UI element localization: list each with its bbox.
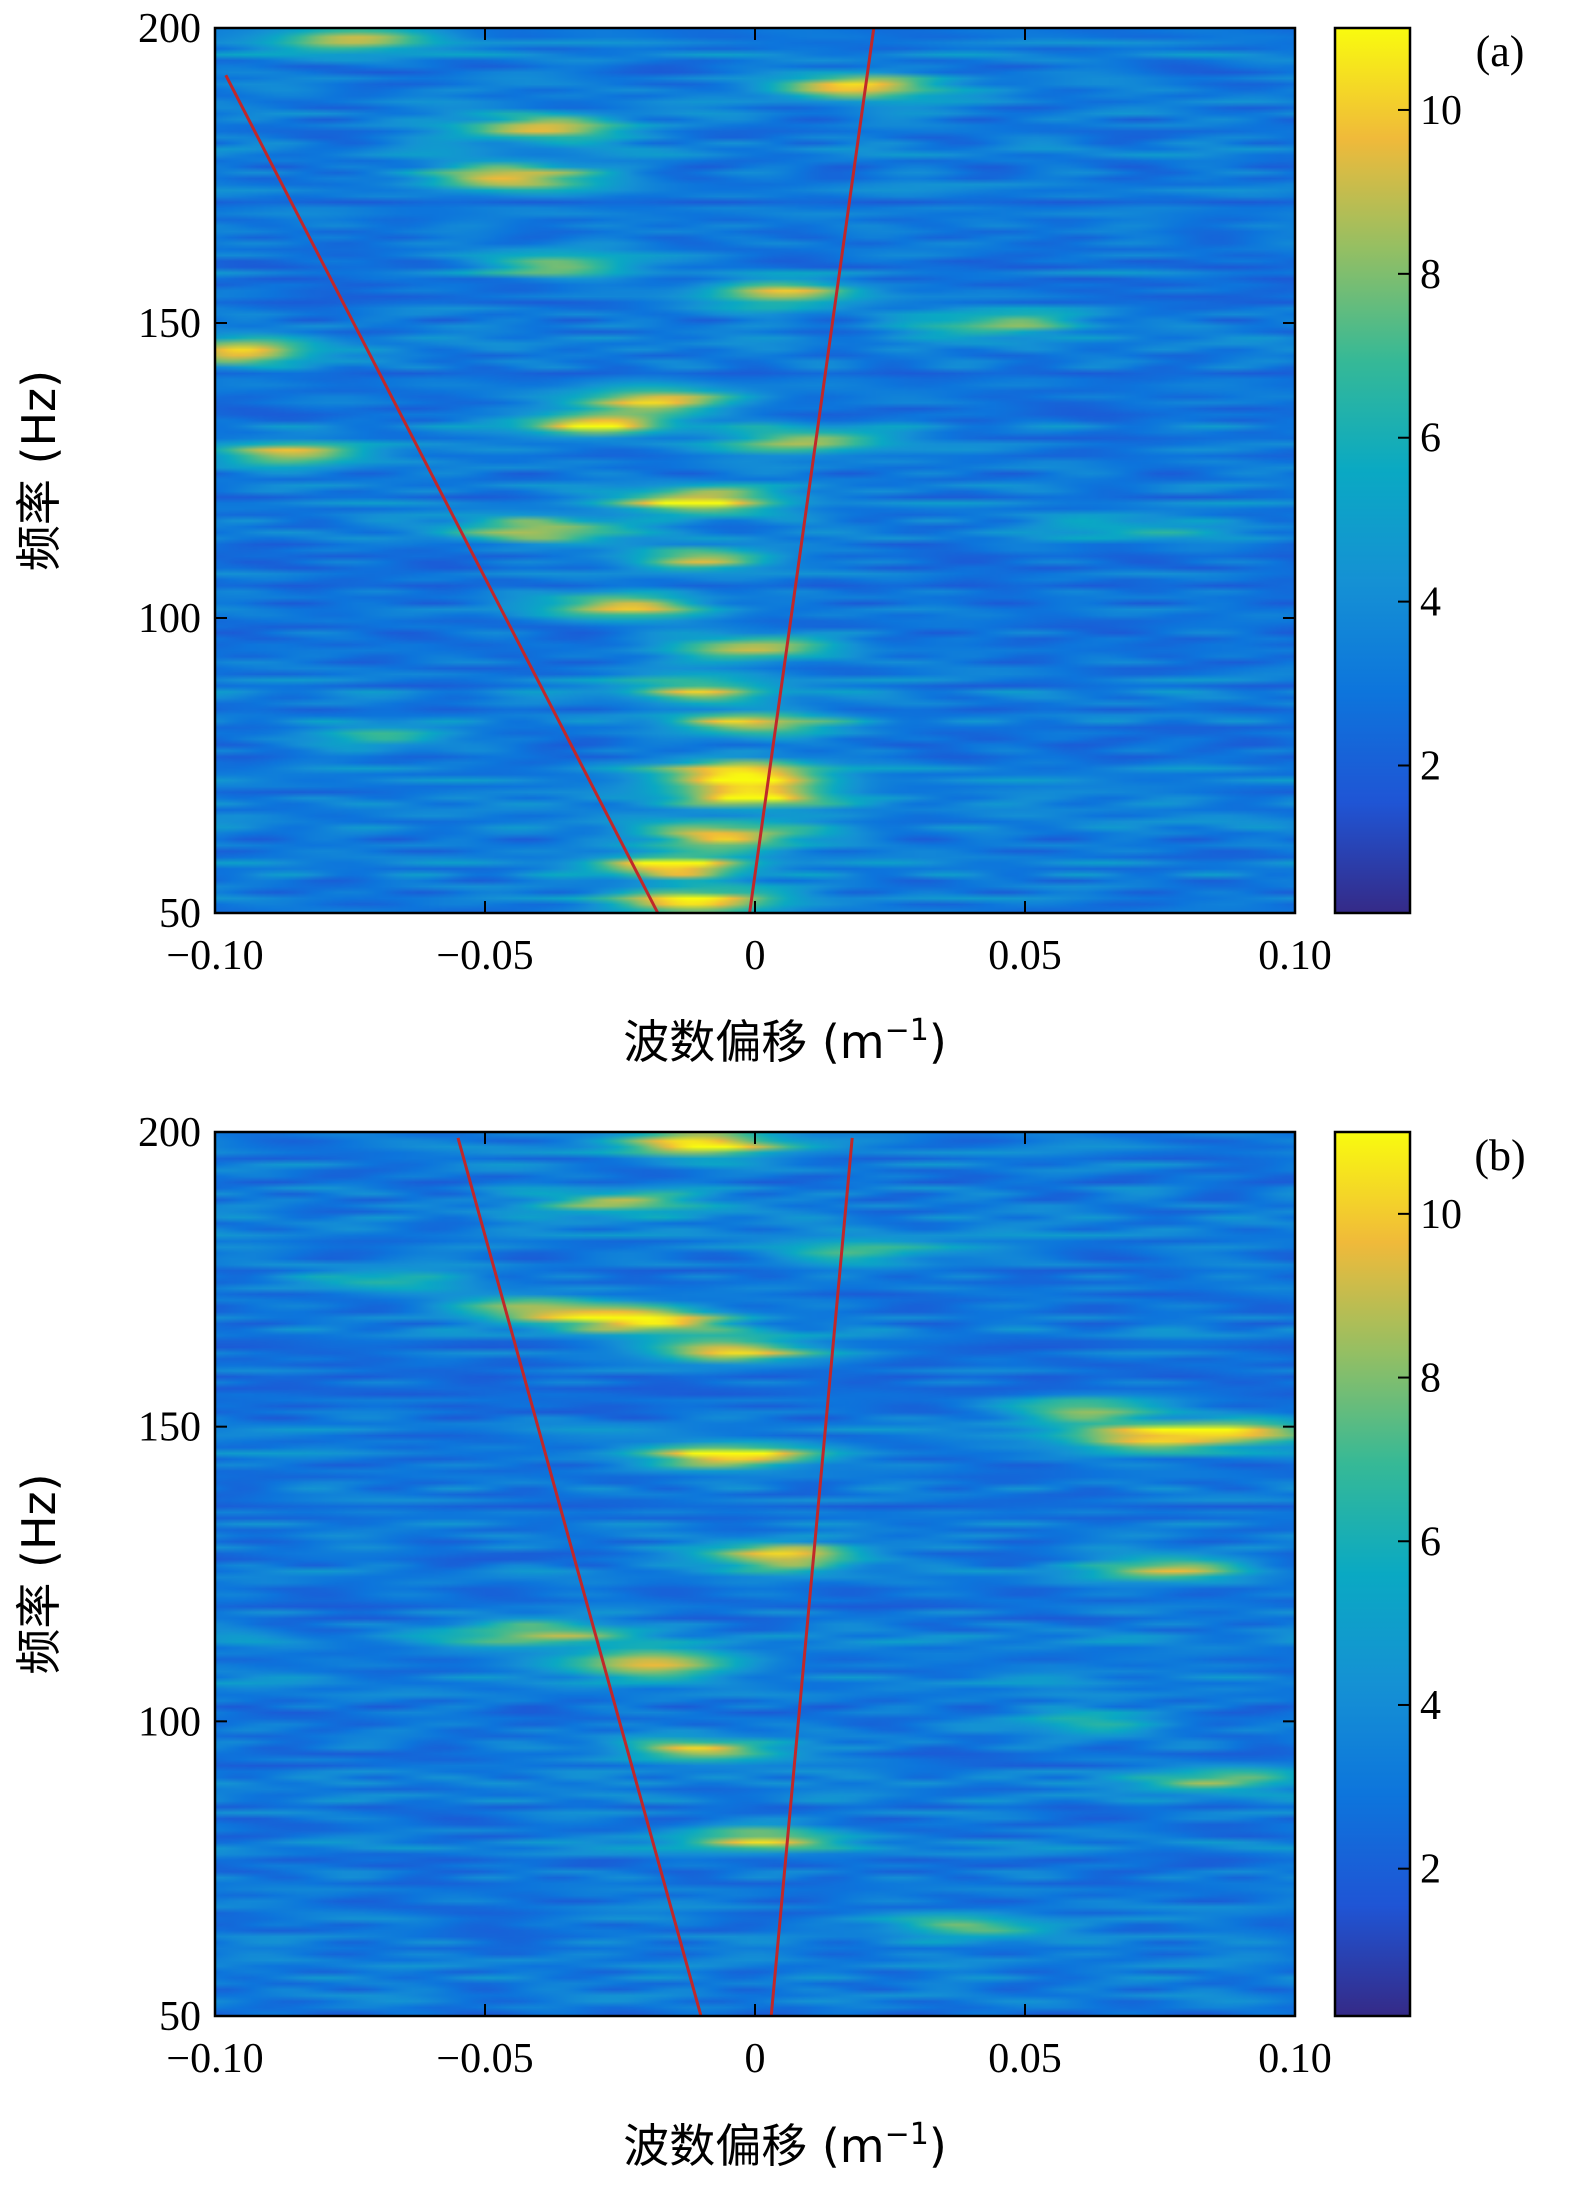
x-tick-label: −0.05: [436, 2036, 533, 2082]
x-axis-title-end: ): [929, 1015, 947, 1069]
x-axis-title-end: ): [929, 2119, 947, 2173]
colorbar-tick-label: 8: [1420, 1356, 1441, 1402]
y-tick-label: 200: [138, 6, 201, 52]
y-tick-label: 100: [138, 596, 201, 642]
panel-b: −0.10 −0.05 0 0.05 0.10 50 100 150 200 波数偏移 (m−1)…: [12, 1110, 1526, 2173]
colorbar: 2 4 6 8 10: [1333, 1130, 1462, 2018]
x-tick-label: 0: [745, 2036, 766, 2082]
y-tick-label: 100: [138, 1699, 201, 1745]
colorbar-tick-label: 10: [1420, 1192, 1462, 1238]
heatmap-image: [215, 1132, 1295, 2016]
x-tick-label: 0: [745, 933, 766, 979]
x-tick-label: 0.10: [1258, 933, 1332, 979]
heatmap-image: [215, 28, 1295, 913]
panel-label: (b): [1474, 1131, 1525, 1180]
colorbar-tick-label: 4: [1420, 580, 1441, 626]
y-axis-title: 频率 (Hz): [12, 1473, 66, 1674]
y-tick-label: 50: [159, 891, 201, 937]
colorbar-frame: [1333, 26, 1412, 915]
panel-a: −0.10 −0.05 0 0.05 0.10 50 100 150 200 波数偏移 (m−1)…: [12, 6, 1524, 1069]
y-tick-label: 200: [138, 1110, 201, 1156]
guide-line-2: [748, 27, 876, 914]
x-axis-title-main: 波数偏移 (m: [623, 1015, 884, 1069]
guide-line-1: [456, 1137, 703, 2017]
x-tick-label: −0.10: [166, 2036, 263, 2082]
colorbar: 2 4 6 8 10: [1333, 26, 1462, 915]
colorbar-tick-label: 2: [1420, 744, 1441, 790]
y-tick-label: 50: [159, 1994, 201, 2040]
x-tick-label: 0.05: [988, 2036, 1062, 2082]
colorbar-tick-label: 8: [1420, 252, 1441, 298]
colorbar-gradient: [1335, 1132, 1410, 2016]
x-axis-title-sup: −1: [885, 1013, 929, 1048]
panel-label: (a): [1476, 27, 1525, 76]
y-tick-label: 150: [138, 1405, 201, 1451]
colorbar-tick-label: 2: [1420, 1847, 1441, 1893]
colorbar-tick-label: 6: [1420, 1519, 1441, 1565]
x-tick-label: 0.05: [988, 933, 1062, 979]
x-tick-label: −0.10: [166, 933, 263, 979]
x-axis-title: 波数偏移 (m−1): [623, 2117, 947, 2173]
x-tick-label: 0.10: [1258, 2036, 1332, 2082]
x-axis-title-sup: −1: [885, 2117, 929, 2152]
colorbar-tick-label: 6: [1420, 416, 1441, 462]
colorbar-frame: [1333, 1130, 1412, 2018]
x-axis-title: 波数偏移 (m−1): [623, 1013, 947, 1069]
guide-line-2: [769, 1137, 854, 2017]
colorbar-tick-label: 10: [1420, 88, 1462, 134]
colorbar-tick-label: 4: [1420, 1683, 1441, 1729]
y-axis-title: 频率 (Hz): [12, 370, 66, 571]
x-tick-label: −0.05: [436, 933, 533, 979]
x-axis-title-main: 波数偏移 (m: [623, 2119, 884, 2173]
colorbar-gradient: [1335, 28, 1410, 913]
guide-line-1: [224, 74, 660, 914]
y-tick-label: 150: [138, 301, 201, 347]
